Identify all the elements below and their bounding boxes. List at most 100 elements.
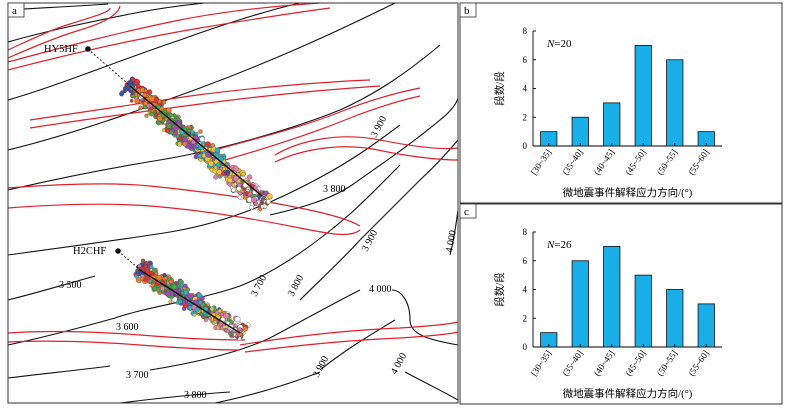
contour-line bbox=[319, 319, 396, 371]
contour-line bbox=[299, 139, 458, 301]
contour-line bbox=[269, 97, 458, 216]
microseismic-event bbox=[232, 165, 239, 172]
microseismic-event bbox=[144, 113, 149, 118]
microseismic-event bbox=[129, 99, 134, 103]
contour-line bbox=[149, 289, 361, 371]
microseismic-event bbox=[209, 306, 215, 312]
microseismic-event bbox=[173, 130, 179, 136]
microseismic-event bbox=[247, 174, 253, 180]
map-panel: HY5HF H2CHF 3 500 3 600 3 700 3 700 3 80… bbox=[7, 2, 459, 404]
y-tick-label: 8 bbox=[523, 26, 528, 36]
histogram-c: 0 2 4 6 8 [30~35] (35~40] (40~45] (45~50] (50~55]… bbox=[493, 227, 722, 400]
bar bbox=[603, 245, 621, 348]
contour-label: 3 700 bbox=[126, 370, 149, 381]
histogram-panel-b: b 0 2 4 6 8 [30~35] (35~40] (40~45] (45~50] (50~5… bbox=[459, 2, 783, 204]
microseismic-event bbox=[198, 300, 203, 305]
microseismic-event bbox=[231, 183, 236, 187]
histogram-b: 0 2 4 6 8 [30~35] (35~40] (40~45] (45~50] (50~55]… bbox=[493, 26, 722, 199]
well-lateral-hy5hf bbox=[129, 85, 263, 197]
contour-line bbox=[391, 289, 458, 346]
sample-count-label: N=20 bbox=[546, 38, 572, 50]
x-tick-label: (55~60] bbox=[686, 147, 711, 176]
microseismic-event bbox=[229, 333, 234, 338]
microseismic-event bbox=[177, 141, 183, 147]
microseismic-event bbox=[161, 100, 167, 105]
bar bbox=[634, 44, 652, 147]
y-tick-label: 4 bbox=[523, 285, 528, 295]
microseismic-event bbox=[119, 91, 125, 97]
microseismic-event bbox=[190, 130, 195, 135]
microseismic-event bbox=[242, 187, 246, 192]
microseismic-event bbox=[212, 157, 216, 161]
fault-trace bbox=[214, 87, 421, 151]
x-tick-label: (55~60] bbox=[686, 348, 711, 377]
fault-trace bbox=[244, 331, 458, 353]
panel-b-frame bbox=[459, 2, 783, 204]
fault-trace bbox=[274, 146, 458, 163]
x-tick-label: (40~45] bbox=[592, 348, 617, 377]
microseismic-event bbox=[248, 191, 253, 196]
x-tick-label: (35~40] bbox=[560, 348, 585, 377]
microseismic-event bbox=[137, 263, 142, 268]
bar bbox=[571, 260, 589, 348]
microseismic-event bbox=[222, 166, 226, 171]
x-tick-label: [30~35] bbox=[529, 147, 554, 176]
fault-trace bbox=[8, 3, 321, 63]
sample-count-symbol: N bbox=[546, 239, 555, 251]
panel-tag-a: a bbox=[12, 5, 17, 17]
well-lateral-h2chf bbox=[139, 269, 241, 334]
contour-label: 3 500 bbox=[59, 280, 82, 291]
microseismic-event bbox=[166, 107, 172, 114]
microseismic-event bbox=[226, 328, 230, 333]
microseismic-event bbox=[194, 307, 200, 313]
x-tick-label: (50~55] bbox=[655, 348, 680, 377]
contour-line bbox=[119, 391, 231, 403]
microseismic-event bbox=[136, 270, 142, 276]
histogram-panel-c: c 0 2 4 6 8 [30~35] (35~40] (40~45] (45~50] (50~5… bbox=[459, 203, 783, 405]
microseismic-event bbox=[135, 83, 141, 88]
microseismic-event bbox=[143, 88, 148, 93]
microseismic-event bbox=[217, 308, 222, 314]
bar bbox=[603, 102, 621, 147]
microseismic-event bbox=[162, 273, 167, 278]
y-tick-label: 2 bbox=[523, 313, 528, 323]
microseismic-event bbox=[156, 120, 161, 126]
x-tick-label: (50~55] bbox=[655, 147, 680, 176]
microseismic-event bbox=[142, 92, 147, 98]
y-axis-title: 段数/段 bbox=[493, 272, 506, 307]
microseismic-event bbox=[208, 160, 215, 167]
microseismic-event bbox=[165, 290, 172, 297]
y-tick-label: 0 bbox=[523, 141, 528, 151]
microseismic-event bbox=[176, 134, 180, 139]
contour-line bbox=[8, 3, 206, 43]
contour-line bbox=[8, 365, 111, 379]
contour-label: 4 000 bbox=[369, 284, 392, 295]
microseismic-event bbox=[266, 199, 271, 205]
microseismic-event bbox=[187, 305, 193, 311]
microseismic-event bbox=[242, 326, 248, 332]
microseismic-event bbox=[227, 177, 233, 183]
microseismic-event bbox=[148, 95, 155, 102]
well-trajectory-hy5hf bbox=[87, 48, 131, 87]
panel-tag-b: b bbox=[464, 5, 470, 17]
microseismic-event bbox=[237, 195, 242, 200]
microseismic-event bbox=[185, 143, 192, 149]
microseismic-event bbox=[232, 175, 239, 182]
sample-count-symbol: N bbox=[546, 38, 555, 50]
microseismic-event bbox=[205, 141, 211, 148]
contour-label: 3 800 bbox=[323, 184, 346, 195]
microseismic-event bbox=[157, 116, 163, 122]
microseismic-event bbox=[188, 135, 194, 141]
microseismic-event bbox=[183, 283, 188, 288]
x-tick-label: (45~50] bbox=[623, 348, 648, 377]
microseismic-event bbox=[168, 279, 173, 284]
microseismic-event bbox=[214, 147, 221, 153]
microseismic-event bbox=[149, 264, 154, 269]
y-tick-label: 6 bbox=[523, 256, 528, 266]
panel-tag-c: c bbox=[464, 206, 469, 218]
y-tick-label: 8 bbox=[523, 227, 528, 237]
fault-trace bbox=[8, 203, 361, 236]
microseismic-event bbox=[146, 89, 153, 95]
panel-tag-box bbox=[459, 203, 477, 219]
